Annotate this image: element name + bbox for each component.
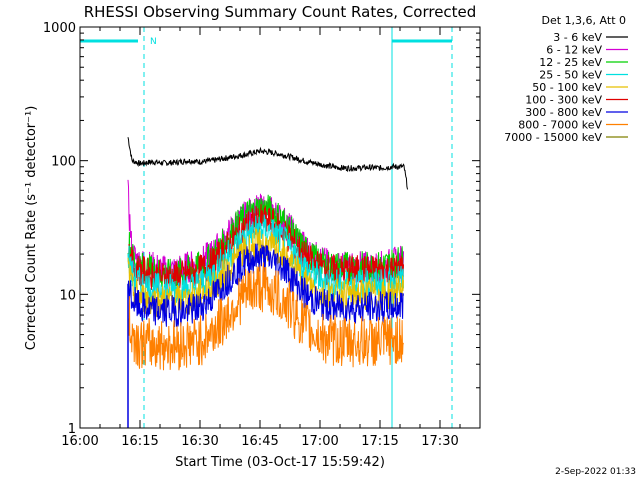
y-tick-label: 100 [51,155,76,170]
x-tick-label: 16:30 [181,434,218,449]
legend-entry-label: 25 - 50 keV [539,69,602,82]
legend-entry-label: 300 - 800 keV [525,106,602,119]
y-axis-ticks: 1 10 100 1000 [43,21,480,437]
legend-entry-label: 7000 - 15000 keV [504,131,602,144]
x-tick-label: 17:30 [421,434,458,449]
x-tick-label: 16:45 [241,434,278,449]
legend-entry-label: 12 - 25 keV [539,56,602,69]
x-tick-label: 16:00 [61,434,98,449]
x-axis-label: Start Time (03-Oct-17 15:59:42) [175,455,385,470]
legend-entry-label: 100 - 300 keV [525,94,602,107]
series-line [127,262,404,371]
legend-entry-label: 6 - 12 keV [546,44,602,57]
legend-entry-label: 50 - 100 keV [532,81,602,94]
date-stamp: 2-Sep-2022 01:33 [555,467,636,477]
legend-entry-label: 3 - 6 keV [553,31,602,44]
saa-flag-label: N [150,37,157,47]
chart-title: RHESSI Observing Summary Count Rates, Co… [84,3,477,21]
legend-title: Det 1,3,6, Att 0 [542,14,626,27]
x-tick-label: 17:00 [301,434,338,449]
x-axis-ticks: 16:00 16:15 16:30 16:45 17:00 17:15 17:30 [61,27,481,449]
x-tick-label: 17:15 [361,434,398,449]
y-tick-label: 10 [59,288,76,303]
y-tick-label: 1 [68,422,76,437]
plot-area: N [79,27,453,428]
series-line [127,137,409,190]
y-tick-label: 1000 [43,21,76,36]
series-line [127,243,404,328]
y-axis-label: Corrected Count Rate (s⁻¹ detector⁻¹) [24,106,39,351]
legend-entry-label: 800 - 7000 keV [518,119,602,132]
x-tick-label: 16:15 [121,434,158,449]
